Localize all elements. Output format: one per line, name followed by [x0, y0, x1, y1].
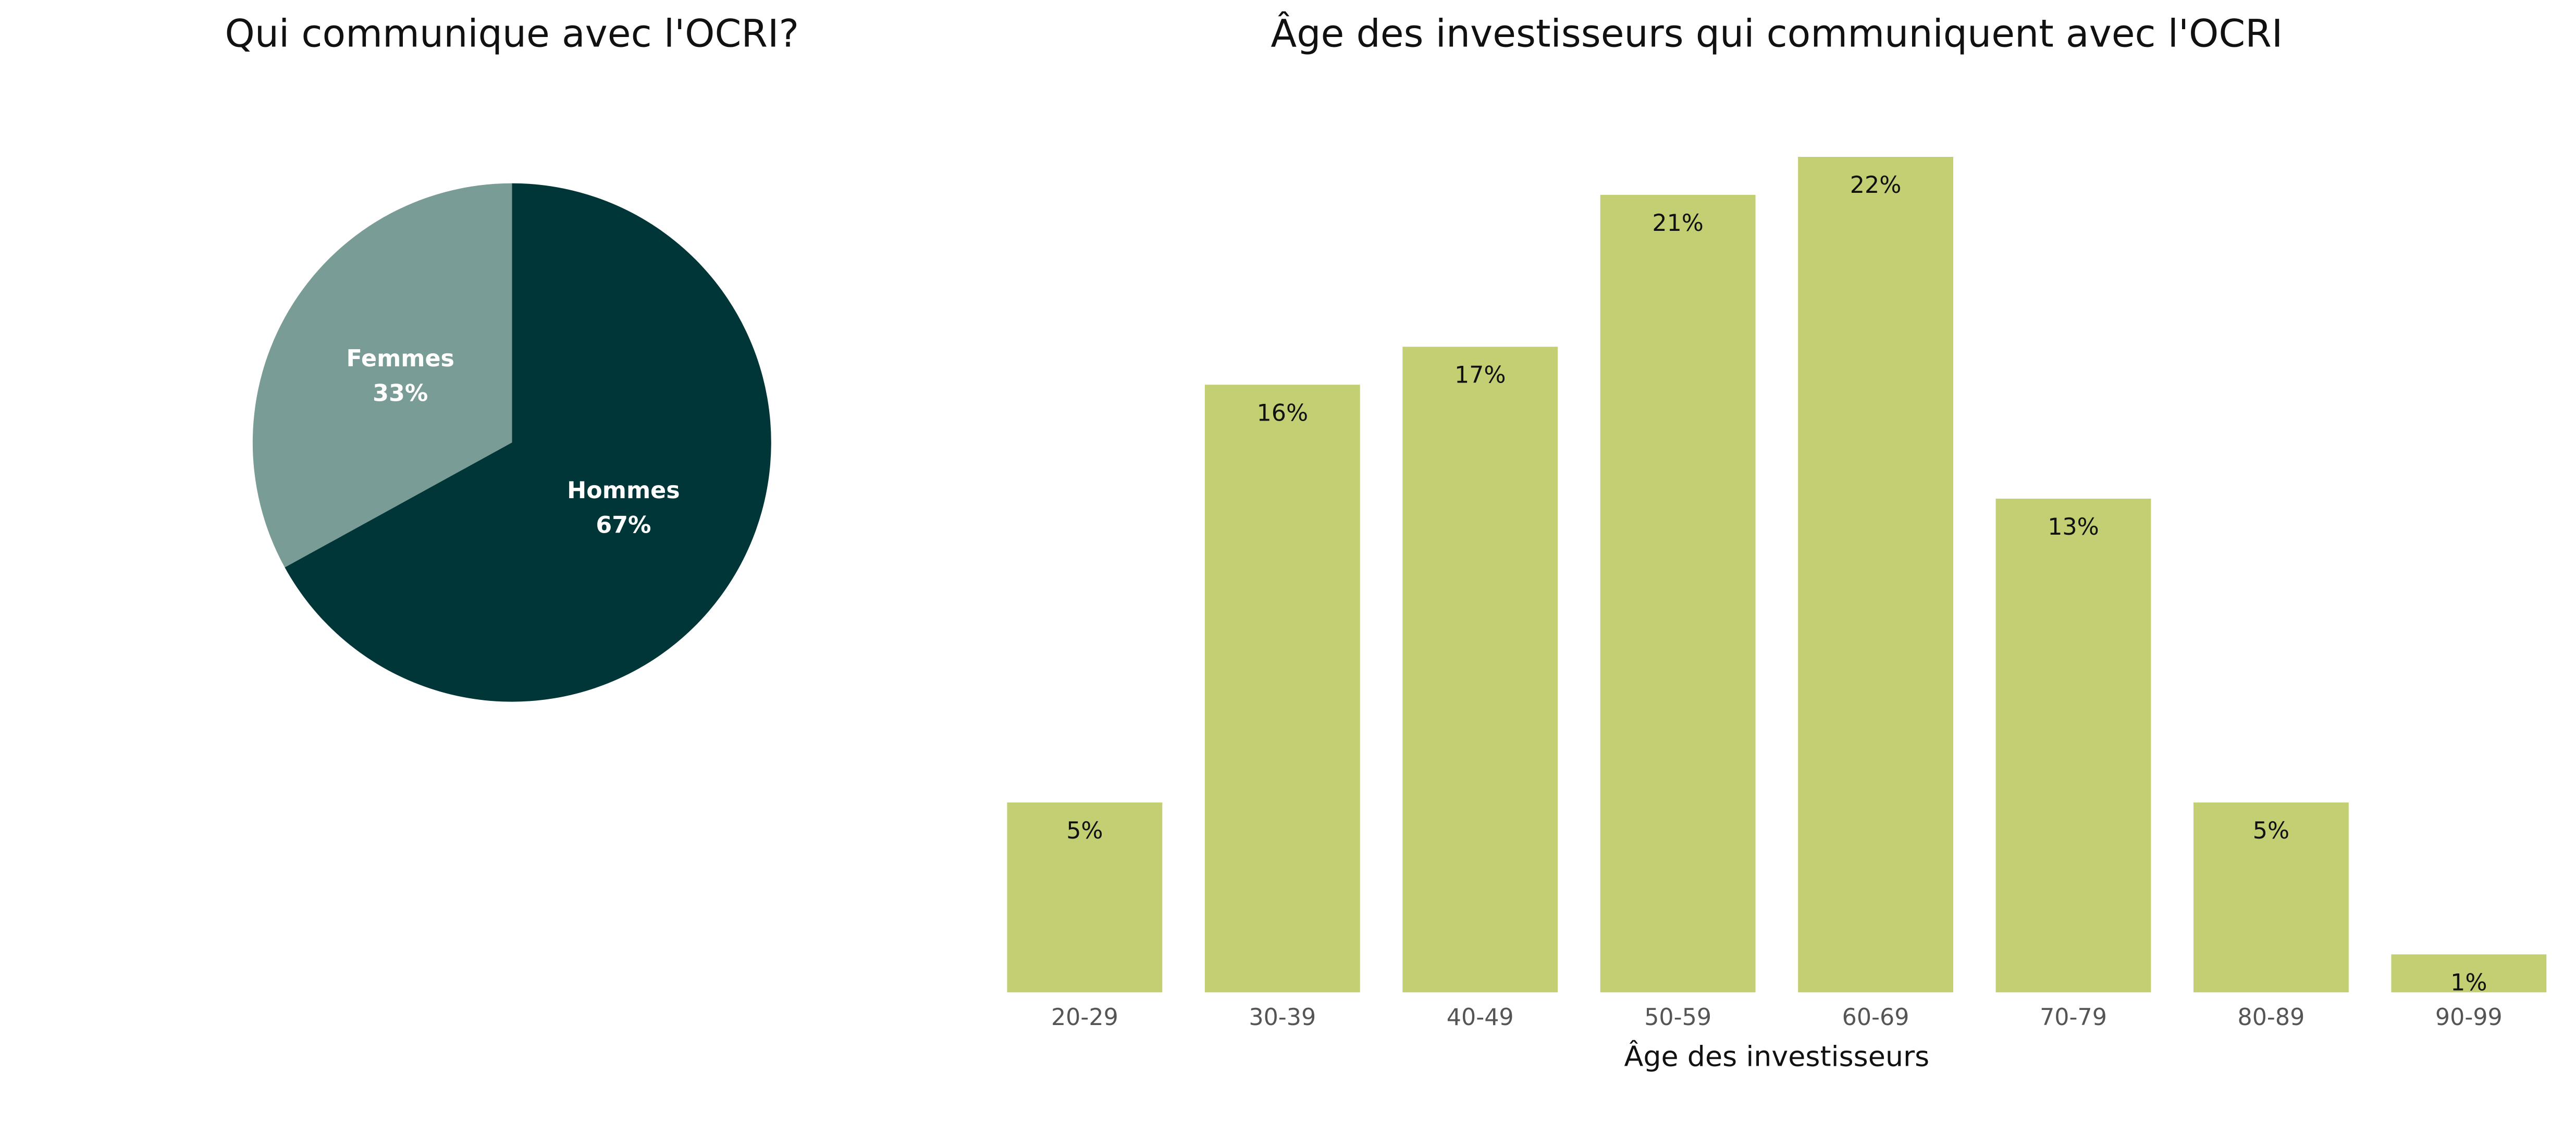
bar — [2391, 954, 2547, 993]
pie-slice — [252, 183, 512, 568]
x-tick-label: 40-49 — [1447, 1004, 1514, 1031]
value-label: 22% — [1850, 172, 1902, 199]
value-label: 17% — [1455, 362, 1506, 388]
slice-name: Hommes — [567, 477, 680, 504]
bar-title: Âge des investisseurs qui communiquent a… — [1271, 11, 2283, 56]
value-label: 5% — [2253, 818, 2289, 844]
value-label: 1% — [2450, 969, 2487, 996]
x-tick-label: 90-99 — [2435, 1004, 2503, 1031]
x-tick-label: 80-89 — [2237, 1004, 2304, 1031]
bar — [1007, 802, 1163, 993]
bar — [1204, 385, 1360, 993]
slice-value-label: 33% — [373, 380, 428, 406]
x-tick-label: 60-69 — [1842, 1004, 1909, 1031]
x-axis-label: Âge des investisseurs — [1624, 1040, 1930, 1073]
slice-value-label: 67% — [596, 512, 651, 539]
pie-title: Qui communique avec l'OCRI? — [225, 12, 799, 56]
bar — [1402, 347, 1558, 993]
bar — [2193, 802, 2349, 993]
bar — [1995, 498, 2151, 993]
pie-slice — [285, 183, 771, 702]
x-tick-label: 50-59 — [1644, 1004, 1711, 1031]
value-label: 16% — [1257, 400, 1309, 426]
bar — [1798, 157, 1953, 993]
x-tick-label: 70-79 — [2040, 1004, 2107, 1031]
value-label: 13% — [2048, 514, 2099, 540]
x-tick-label: 20-29 — [1051, 1004, 1118, 1031]
slice-name: Femmes — [347, 346, 454, 372]
value-label: 21% — [1652, 210, 1704, 237]
value-label: 5% — [1066, 818, 1103, 844]
bar — [1600, 194, 1756, 993]
x-tick-label: 30-39 — [1249, 1004, 1316, 1031]
